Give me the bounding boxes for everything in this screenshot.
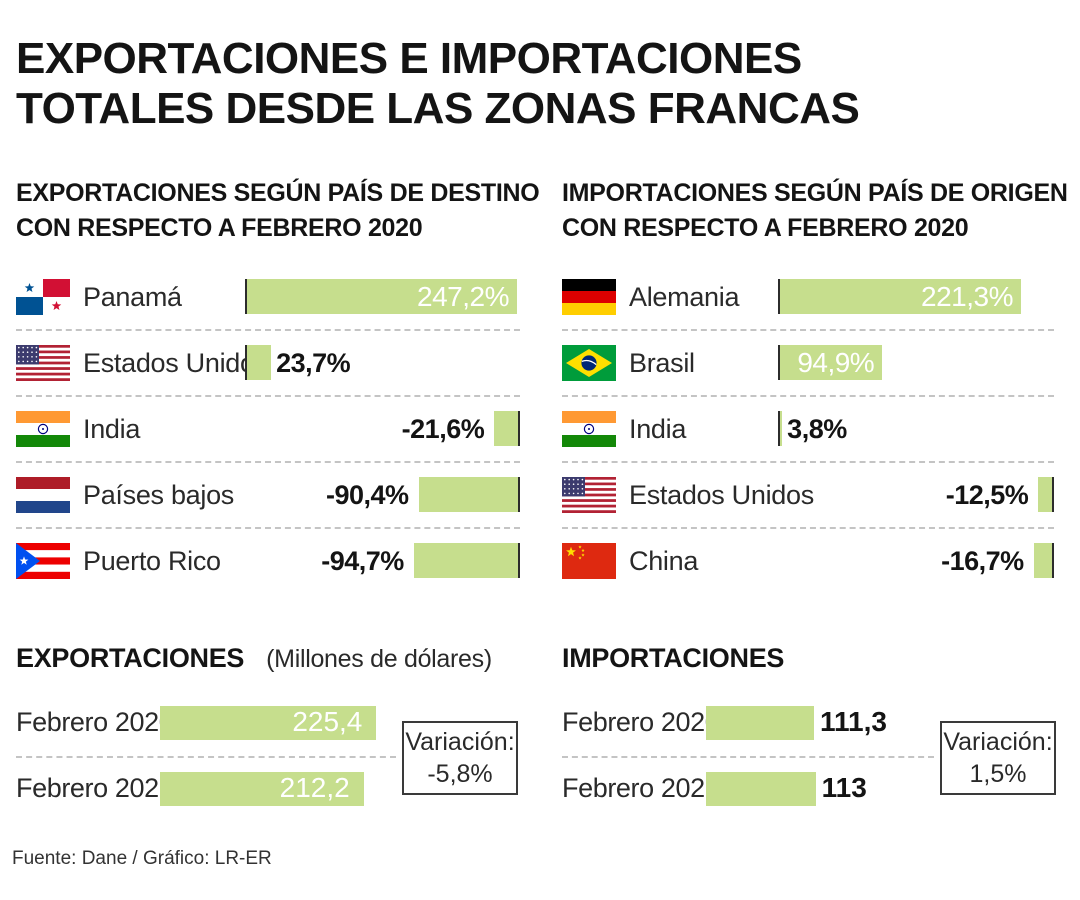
exports-variation-box: Variación: -5,8% <box>402 721 518 795</box>
country-row: Puerto Rico -94,7% <box>16 529 520 595</box>
country-row: India -21,6% <box>16 397 520 463</box>
imports-totals-heading: IMPORTACIONES <box>562 640 784 676</box>
data-label: 3,8% <box>787 414 847 444</box>
imports-heading-line-1: IMPORTACIONES SEGÚN PAÍS DE ORIGEN <box>562 179 1068 207</box>
flag-netherlands-icon <box>16 477 70 513</box>
data-label: 94,9% <box>797 347 875 378</box>
flag-panama-icon <box>16 279 70 315</box>
data-label: -90,4% <box>325 480 409 510</box>
data-bar <box>778 279 1021 314</box>
period-label: Febrero 2020 <box>16 707 174 737</box>
exports-variation-value: -5,8% <box>427 760 493 788</box>
baseline <box>518 543 520 578</box>
country-name: Panamá <box>83 282 182 312</box>
exports-totals-title: EXPORTACIONES <box>16 643 245 673</box>
baseline <box>1052 543 1054 578</box>
baseline <box>518 411 520 446</box>
imports-country-chart: Alemania 221,3% Brasil 94,9% India 3,8% Estado… <box>562 265 1054 595</box>
title-line-1: EXPORTACIONES E IMPORTACIONES <box>16 34 802 83</box>
baseline <box>778 279 780 314</box>
imports-variation-value: 1,5% <box>969 760 1027 788</box>
exports-heading-line-1: EXPORTACIONES SEGÚN PAÍS DE DESTINO <box>16 179 540 207</box>
baseline <box>518 477 520 512</box>
period-label: Febrero 2021 <box>562 773 720 803</box>
totals-row: Febrero 2021 212,2 <box>16 756 396 822</box>
country-name: Países bajos <box>83 480 234 510</box>
flag-india-icon <box>562 411 616 447</box>
country-name: India <box>629 414 687 444</box>
country-row: Brasil 94,9% <box>562 331 1054 397</box>
title-line-2: TOTALES DESDE LAS ZONAS FRANCAS <box>16 84 860 133</box>
imports-by-country-heading: IMPORTACIONES SEGÚN PAÍS DE ORIGEN CON R… <box>562 176 1068 246</box>
exports-heading-line-2: CON RESPECTO A FEBRERO 2020 <box>16 214 423 242</box>
data-bar <box>494 411 518 446</box>
flag-usa-icon <box>562 477 616 513</box>
data-bar <box>778 411 783 446</box>
flag-india-icon <box>16 411 70 447</box>
data-bar <box>706 706 814 740</box>
country-row: China -16,7% <box>562 529 1054 595</box>
country-row: Países bajos -90,4% <box>16 463 520 529</box>
data-label: 212,2 <box>279 772 350 803</box>
baseline <box>1052 477 1054 512</box>
country-row: Alemania 221,3% <box>562 265 1054 331</box>
totals-row: Febrero 2020 111,3 <box>562 690 934 758</box>
baseline <box>778 345 780 380</box>
baseline <box>245 345 247 380</box>
infographic-title: EXPORTACIONES E IMPORTACIONES TOTALES DE… <box>16 34 860 134</box>
data-bar <box>245 279 517 314</box>
period-label: Febrero 2020 <box>562 707 720 737</box>
exports-variation-label: Variación: <box>405 728 515 756</box>
totals-row: Febrero 2020 225,4 <box>16 690 396 758</box>
imports-variation-box: Variación: 1,5% <box>940 721 1056 795</box>
imports-totals-title: IMPORTACIONES <box>562 643 785 673</box>
country-row: Estados Unidos 23,7% <box>16 331 520 397</box>
country-name: Brasil <box>629 348 695 378</box>
totals-row: Febrero 2021 113 <box>562 756 934 822</box>
data-label: 221,3% <box>921 281 1013 312</box>
country-row: Estados Unidos -12,5% <box>562 463 1054 529</box>
imports-heading-line-2: CON RESPECTO A FEBRERO 2020 <box>562 214 969 242</box>
source-note: Fuente: Dane / Gráfico: LR-ER <box>12 848 272 869</box>
flag-germany-icon <box>562 279 616 315</box>
country-row: Panamá 247,2% <box>16 265 520 331</box>
exports-totals-heading: EXPORTACIONES (Millones de dólares) <box>16 640 492 677</box>
data-bar <box>706 772 816 806</box>
data-label: 113 <box>821 772 867 803</box>
flag-puerto-rico-icon <box>16 543 70 579</box>
data-bar <box>160 706 377 740</box>
period-label: Febrero 2021 <box>16 773 174 803</box>
country-name: India <box>83 414 141 444</box>
country-name: China <box>629 546 699 576</box>
imports-variation-label: Variación: <box>943 728 1053 756</box>
flag-usa-icon <box>16 345 70 381</box>
data-label: -21,6% <box>401 414 485 444</box>
exports-unit-note: (Millones de dólares) <box>266 645 492 673</box>
country-name: Estados Unidos <box>83 348 268 378</box>
data-label: 111,3 <box>819 706 887 737</box>
data-label: -94,7% <box>321 546 404 576</box>
flag-china-icon <box>562 543 616 579</box>
baseline <box>778 411 780 446</box>
country-row: India 3,8% <box>562 397 1054 463</box>
exports-by-country-heading: EXPORTACIONES SEGÚN PAÍS DE DESTINO CON … <box>16 176 540 246</box>
country-name: Alemania <box>629 282 740 312</box>
baseline <box>245 279 247 314</box>
data-label: -12,5% <box>945 480 1029 510</box>
data-bar <box>413 543 518 578</box>
data-bar <box>160 772 364 806</box>
country-name: Estados Unidos <box>629 480 814 510</box>
data-bar <box>778 345 883 380</box>
data-bar <box>418 477 518 512</box>
data-bar <box>245 345 272 380</box>
data-label: 23,7% <box>276 348 351 378</box>
exports-country-chart: Panamá 247,2% Estados Unidos 23,7% India -21,… <box>16 265 520 595</box>
data-label: 225,4 <box>292 706 363 737</box>
flag-brazil-icon <box>562 345 616 381</box>
data-label: 247,2% <box>417 281 509 312</box>
country-name: Puerto Rico <box>83 546 221 576</box>
data-label: -16,7% <box>941 546 1024 576</box>
data-bar <box>1038 477 1052 512</box>
data-bar <box>1033 543 1052 578</box>
